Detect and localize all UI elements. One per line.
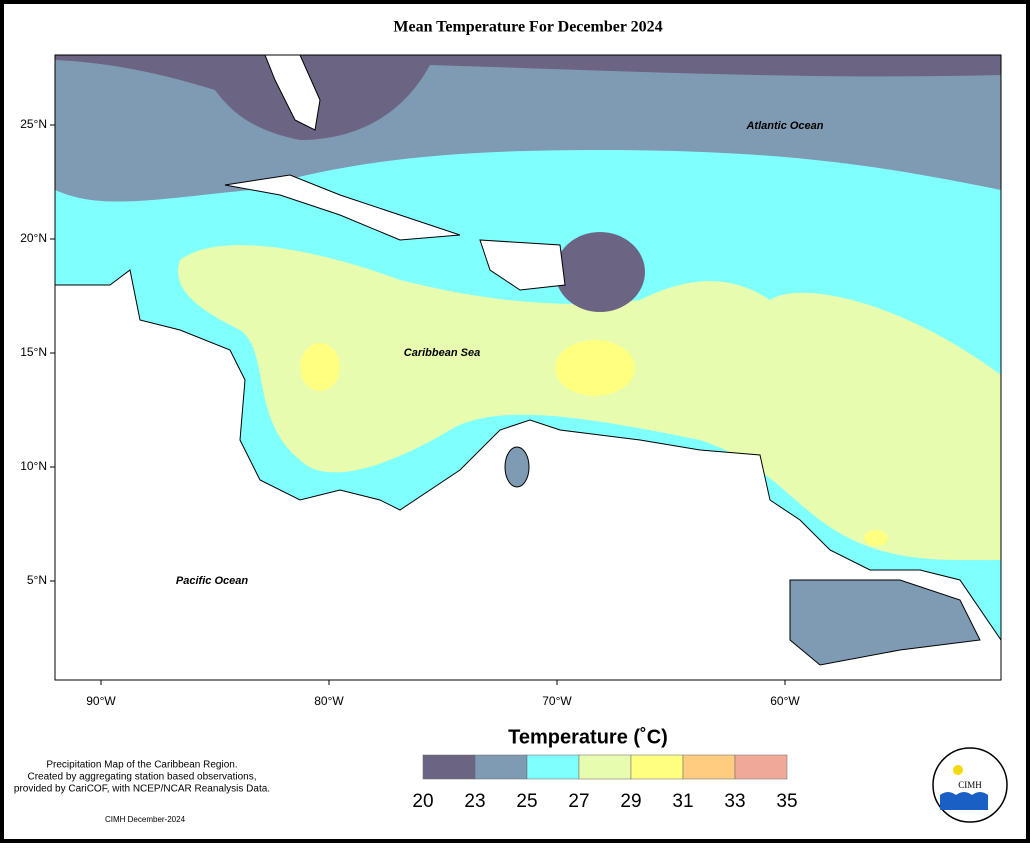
legend-title: Temperature (˚C) [508, 725, 668, 748]
lon-label: 70°W [542, 694, 572, 708]
note-line: provided by CariCOF, with NCEP/NCAR Rean… [14, 784, 270, 795]
zone [504, 446, 530, 488]
legend-break: 29 [620, 791, 641, 812]
lat-label: 20°N [20, 231, 47, 245]
legend-break: 27 [568, 791, 589, 812]
zone [300, 343, 340, 391]
lat-label: 15°N [20, 345, 47, 359]
logo-text: CIMH [958, 780, 982, 790]
logo: CIMH [932, 747, 1008, 823]
map-border [54, 54, 1002, 681]
legend-swatch [422, 754, 476, 780]
legend-break: 35 [776, 791, 797, 812]
legend-swatch [682, 754, 736, 780]
zone [178, 245, 1002, 561]
map [54, 54, 1002, 681]
legend-swatch [474, 754, 528, 780]
zone [789, 579, 981, 666]
zone [555, 340, 635, 396]
land [224, 174, 461, 241]
legend-swatch [578, 754, 632, 780]
title: Mean Temperature For December 2024 [393, 19, 662, 36]
note-line: Precipitation Map of the Caribbean Regio… [46, 760, 237, 771]
lat-label: 10°N [20, 459, 47, 473]
lon-label: 90°W [86, 694, 116, 708]
legend-break: 31 [672, 791, 693, 812]
credit: CIMH December-2024 [105, 815, 186, 824]
region-label: Pacific Ocean [176, 575, 248, 587]
lon-label: 60°W [770, 694, 800, 708]
lon-label: 80°W [314, 694, 344, 708]
region-label: Caribbean Sea [404, 347, 480, 359]
legend-break: 20 [412, 791, 433, 812]
zone [864, 530, 888, 546]
legend-break: 25 [516, 791, 537, 812]
legend-swatch [630, 754, 684, 780]
land [479, 239, 566, 291]
legend-break: 23 [464, 791, 485, 812]
lat-label: 25°N [20, 117, 47, 131]
note-line: Created by aggregating station based obs… [27, 772, 256, 783]
lat-label: 5°N [27, 573, 47, 587]
legend-swatch [526, 754, 580, 780]
zone [555, 232, 645, 312]
legend-swatch [734, 754, 788, 780]
logo-sun [953, 765, 963, 775]
logo-wave [940, 792, 988, 810]
region-label: Atlantic Ocean [745, 120, 823, 132]
legend-break: 33 [724, 791, 745, 812]
